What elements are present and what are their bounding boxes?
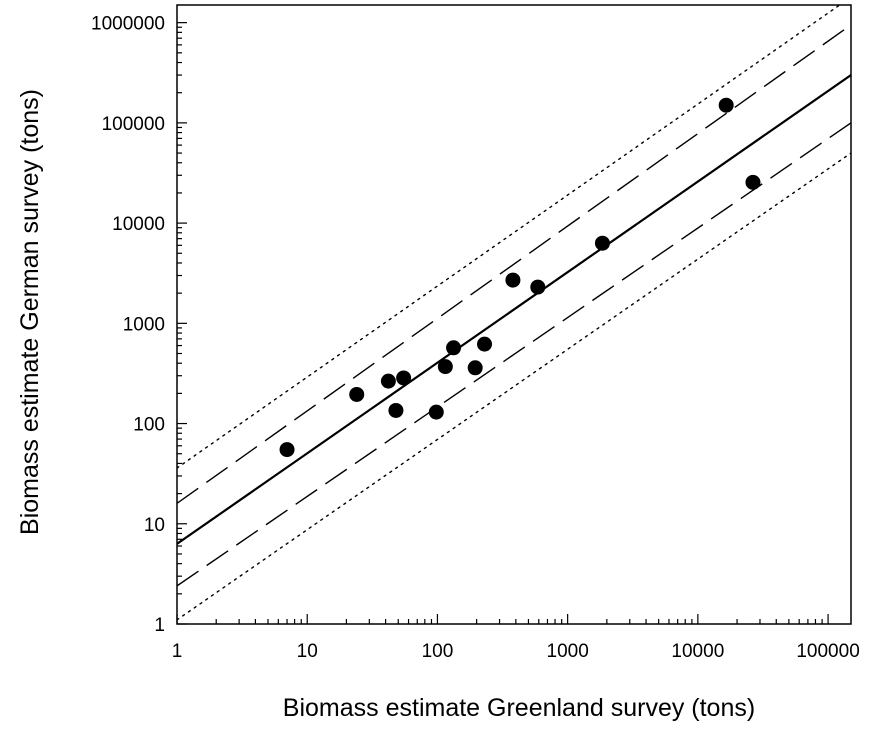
data-point [437,359,453,375]
x-axis-title: Biomass estimate Greenland survey (tons) [283,694,755,722]
data-point [428,404,444,420]
x-tick-label: 10000 [671,641,724,662]
data-point [745,174,761,190]
regression-line [177,74,851,545]
data-point [279,442,295,458]
data-point [467,360,483,376]
y-tick-label: 1000 [123,314,165,335]
confidence-upper-line [177,24,851,504]
y-tick-label: 10 [144,515,165,536]
data-point [718,97,734,113]
x-axis: 1 10 100 1000 10000 100000 [172,614,860,662]
data-points [279,97,761,458]
data-point [594,235,610,251]
regression-lines [177,5,851,621]
data-point [477,336,493,352]
data-point [446,340,462,356]
data-point [530,279,546,295]
y-tick-label: 10000 [112,214,165,235]
confidence-lower-line [177,122,851,587]
x-tick-label: 1 [172,641,183,662]
y-tick-label: 1 [154,615,165,636]
x-tick-label: 100000 [796,641,859,662]
x-tick-label: 100 [422,641,454,662]
plot-frame [176,4,852,625]
y-tick-label: 100 [133,415,165,436]
x-tick-label: 1000 [547,641,589,662]
data-point [380,373,396,389]
y-tick-label: 100000 [102,114,165,135]
y-tick-label: 1000000 [91,14,165,35]
data-point [396,370,412,386]
data-point [349,386,365,402]
x-tick-label: 10 [297,641,318,662]
prediction-upper-line [177,5,841,469]
y-axis: 1 10 100 1000 10000 100000 1000000 [91,14,187,636]
y-axis-title: Biomass estimate German survey (tons) [16,89,44,535]
data-point [505,272,521,288]
data-point [388,402,404,418]
prediction-lower-line [177,152,851,621]
